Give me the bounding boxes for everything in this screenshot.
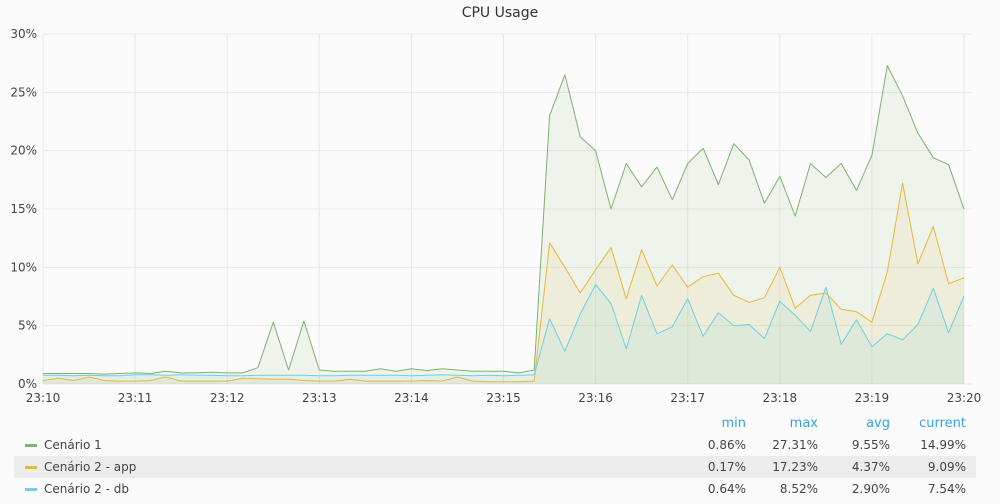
legend-current-value: 14.99% <box>920 438 966 452</box>
legend-header-min[interactable]: min <box>721 415 746 431</box>
legend-avg-value: 9.55% <box>851 438 890 452</box>
legend-row[interactable]: Cenário 1 0.86% 27.31% 9.55% 14.99% <box>14 434 976 456</box>
cpu-usage-chart: 0% 5% 10% 15% 20% 25% 30% 23:10 23:11 23:12 23:13 2… <box>10 27 981 405</box>
y-tick-label: 0% <box>18 377 37 391</box>
series-area <box>43 183 964 384</box>
series-color-swatch[interactable] <box>25 487 37 491</box>
legend-max-value: 8.52% <box>779 482 818 496</box>
x-tick-label: 23:13 <box>302 391 337 405</box>
series-color-swatch[interactable] <box>25 465 37 469</box>
legend-header-max[interactable]: max <box>789 415 818 431</box>
series-line <box>43 65 965 375</box>
legend-min-value: 0.17% <box>707 460 746 474</box>
legend-table: min max avg current Cenário 1 0.86% 27.3… <box>14 412 976 500</box>
legend-current-value: 7.54% <box>927 482 966 496</box>
panel-title: CPU Usage <box>461 5 539 21</box>
y-tick-label: 30% <box>10 27 37 41</box>
x-tick-label: 23:18 <box>763 391 798 405</box>
legend-max-value: 17.23% <box>772 460 818 474</box>
legend-header-current[interactable]: current <box>919 415 966 431</box>
x-tick-label: 23:17 <box>670 391 705 405</box>
y-tick-label: 25% <box>10 85 37 99</box>
series-line <box>42 182 965 383</box>
legend-current-value: 9.09% <box>927 460 966 474</box>
x-tick-label: 23:10 <box>26 391 61 405</box>
x-tick-label: 23:19 <box>855 391 890 405</box>
x-tick-label: 23:20 <box>947 391 982 405</box>
x-tick-label: 23:11 <box>118 391 153 405</box>
legend-header: min max avg current <box>14 412 976 434</box>
legend-max-value: 27.31% <box>772 438 818 452</box>
series-color-swatch[interactable] <box>25 443 37 447</box>
legend-series-name[interactable]: Cenário 2 - db <box>44 482 129 496</box>
y-tick-label: 20% <box>10 144 37 158</box>
axis-ticks: 0% 5% 10% 15% 20% 25% 30% 23:10 23:11 23:12 23:13 2… <box>10 27 981 405</box>
x-tick-label: 23:12 <box>210 391 245 405</box>
y-tick-label: 10% <box>10 260 37 274</box>
legend-avg-value: 2.90% <box>851 482 890 496</box>
legend-series-name[interactable]: Cenário 1 <box>44 438 102 452</box>
legend-min-value: 0.86% <box>707 438 746 452</box>
x-tick-label: 23:16 <box>578 391 613 405</box>
grid <box>42 33 972 385</box>
legend-avg-value: 4.37% <box>851 460 890 474</box>
y-tick-label: 5% <box>18 319 37 333</box>
legend-header-avg[interactable]: avg <box>866 415 890 431</box>
y-tick-label: 15% <box>10 202 37 216</box>
series-line <box>43 284 965 377</box>
series-area <box>43 284 964 384</box>
series-lines <box>42 65 965 383</box>
x-tick-label: 23:15 <box>486 391 521 405</box>
legend-row[interactable]: Cenário 2 - app 0.17% 17.23% 4.37% 9.09% <box>14 456 976 478</box>
legend-row[interactable]: Cenário 2 - db 0.64% 8.52% 2.90% 7.54% <box>14 478 976 500</box>
legend-min-value: 0.64% <box>707 482 746 496</box>
legend-series-name[interactable]: Cenário 2 - app <box>44 460 137 474</box>
x-tick-label: 23:14 <box>394 391 429 405</box>
